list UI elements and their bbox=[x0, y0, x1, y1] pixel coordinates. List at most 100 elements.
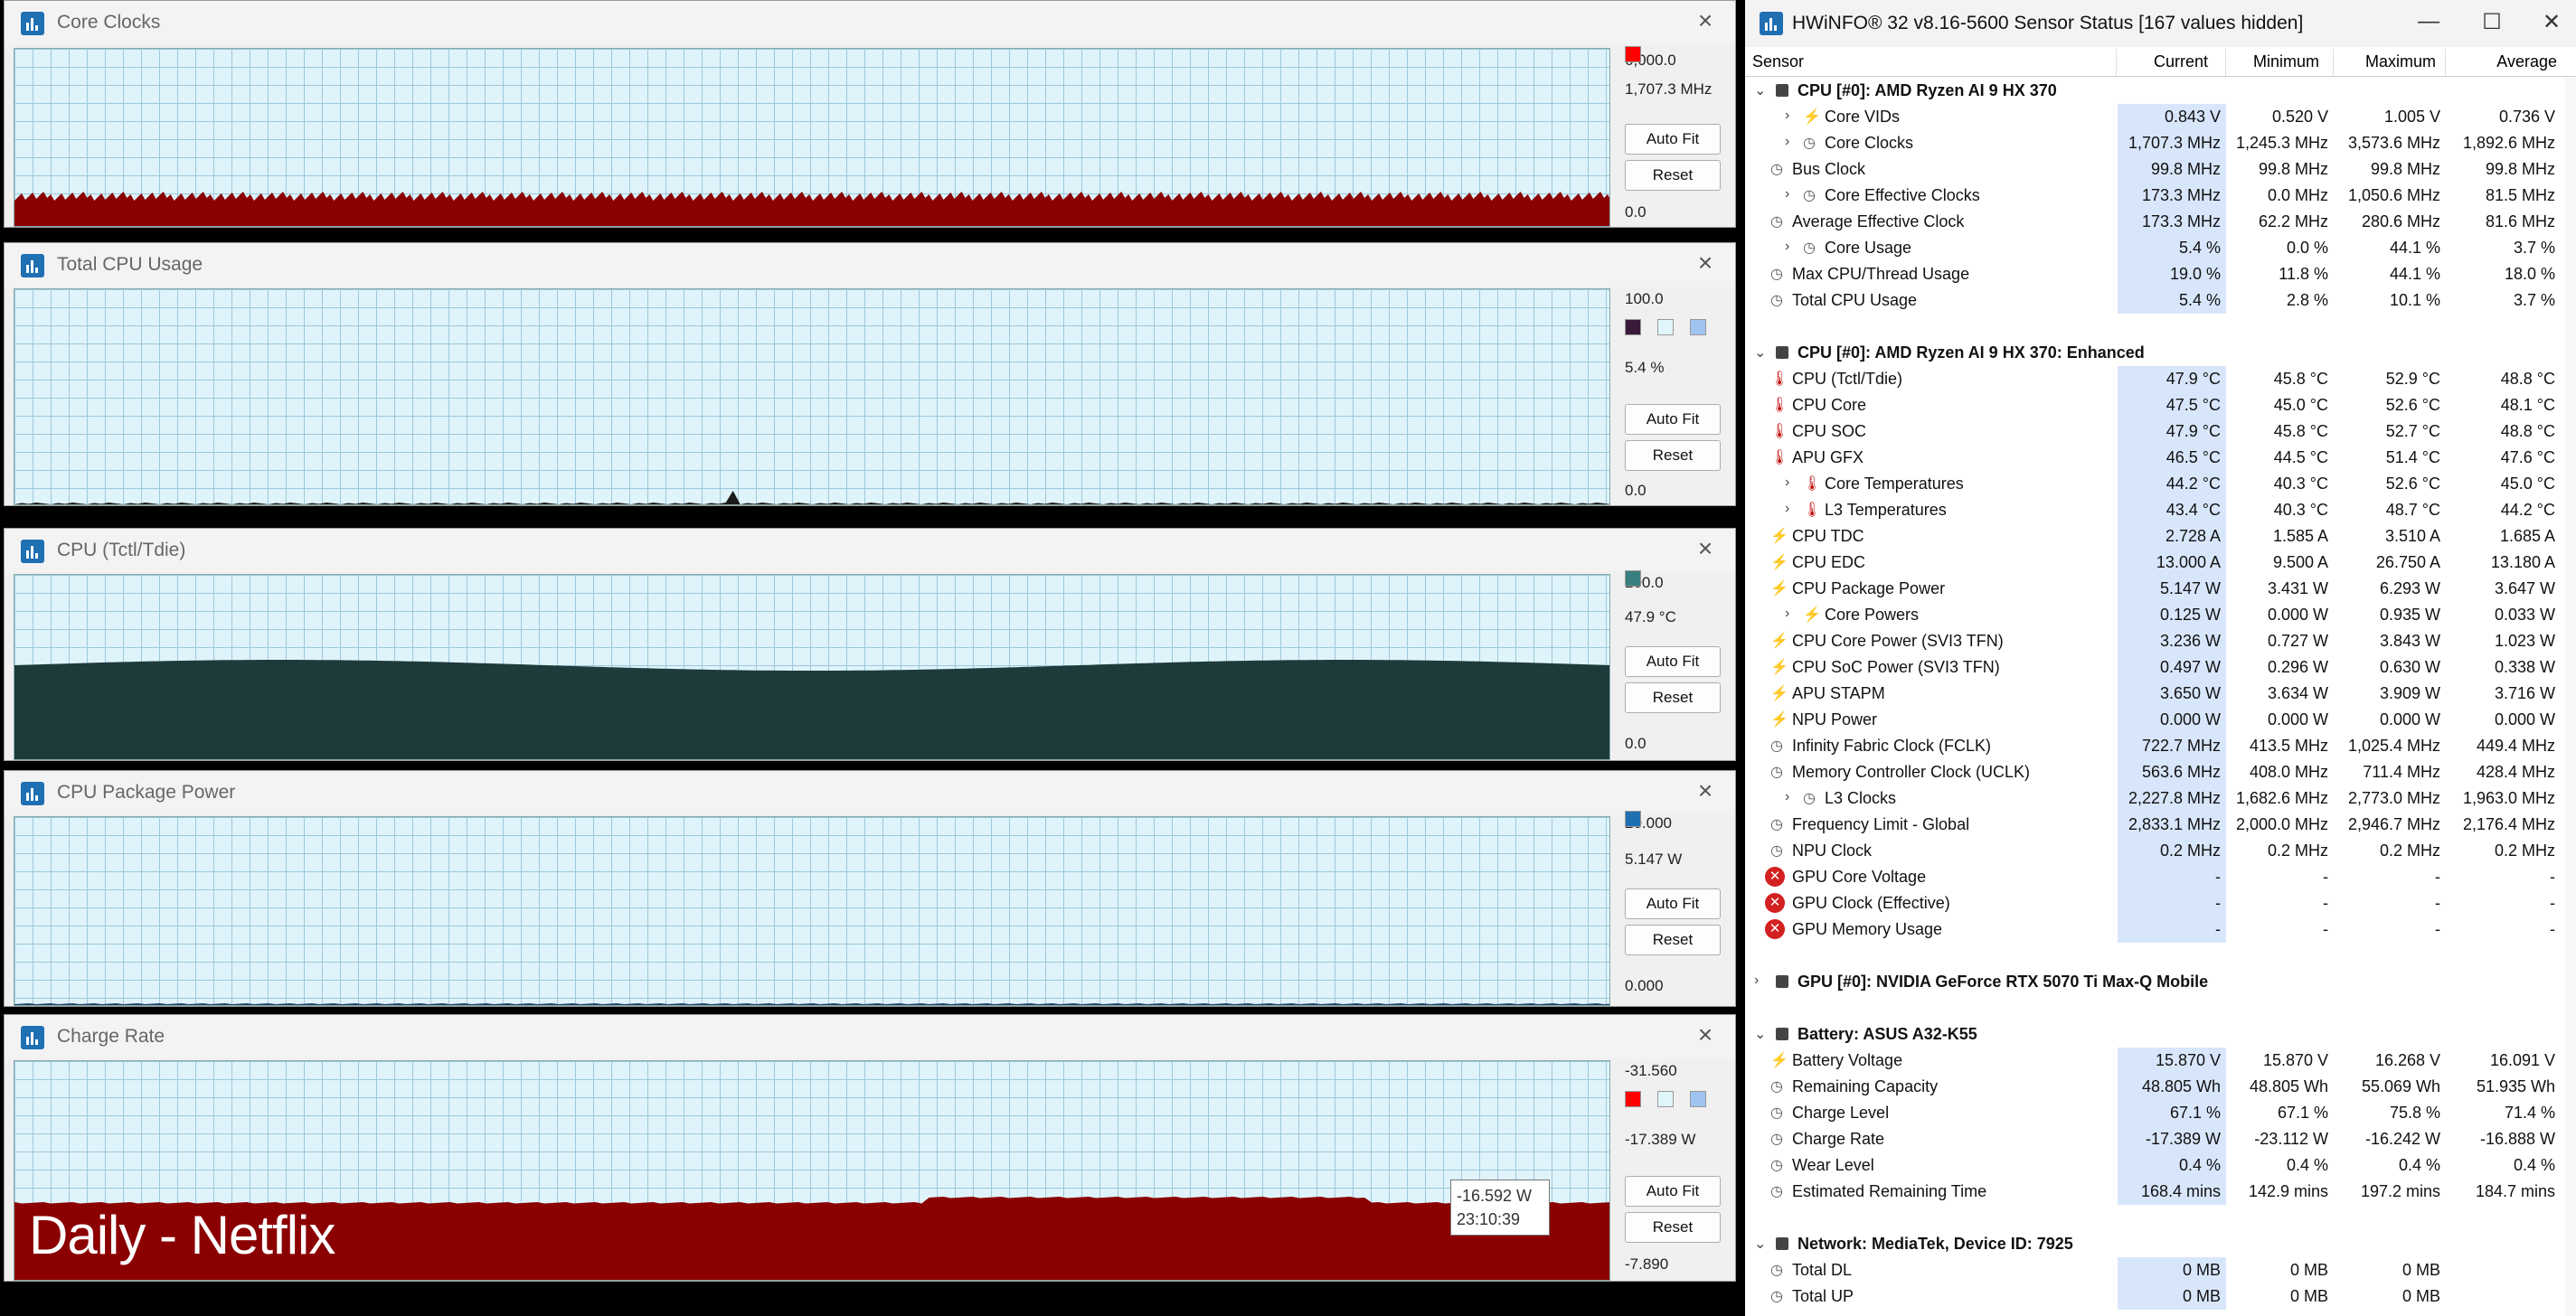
sensor-row[interactable]: › 🌡 L3 Temperatures 43.4 °C 40.3 °C 48.7 °C 44… bbox=[1745, 497, 2576, 523]
reset-button[interactable]: Reset bbox=[1625, 160, 1721, 191]
color-swatch[interactable] bbox=[1625, 811, 1641, 827]
sensor-row[interactable]: ⚡ Battery Voltage 15.870 V 15.870 V 16.268 V… bbox=[1745, 1048, 2576, 1074]
expand-chevron-icon[interactable]: › bbox=[1785, 789, 1790, 804]
sensor-row[interactable]: ⚡ APU STAPM 3.650 W 3.634 W 3.909 W 3.716 W bbox=[1745, 681, 2576, 707]
header-maximum[interactable]: Maximum bbox=[2364, 52, 2436, 70]
auto-fit-button[interactable]: Auto Fit bbox=[1625, 404, 1721, 435]
close-icon[interactable]: × bbox=[1697, 534, 1713, 562]
sensor-row[interactable]: › ◷ Core Effective Clocks 173.3 MHz 0.0 MHz 1… bbox=[1745, 183, 2576, 209]
sensor-row[interactable]: 🌡 CPU (Tctl/Tdie) 47.9 °C 45.8 °C 52.9 °C 48.… bbox=[1745, 366, 2576, 392]
sensor-row[interactable]: › ⚡ Core VIDs 0.843 V 0.520 V 1.005 V 0.736 V bbox=[1745, 104, 2576, 130]
sensor-row[interactable]: ◷ Max CPU/Thread Usage 19.0 % 11.8 % 44.1 % 1… bbox=[1745, 261, 2576, 287]
sensor-row[interactable]: ◷ Estimated Remaining Time 168.4 mins 142.9… bbox=[1745, 1179, 2576, 1205]
sensor-row[interactable]: ◷ Infinity Fabric Clock (FCLK) 722.7 MHz 41… bbox=[1745, 733, 2576, 759]
graph-plot-area[interactable] bbox=[14, 288, 1610, 505]
sensor-row[interactable]: ✕ GPU Core Voltage - - - - bbox=[1745, 864, 2576, 890]
sensor-current-value: 0 MB bbox=[2118, 1283, 2226, 1310]
auto-fit-button[interactable]: Auto Fit bbox=[1625, 646, 1721, 677]
expand-chevron-icon[interactable]: › bbox=[1785, 186, 1790, 202]
color-swatch[interactable] bbox=[1625, 1091, 1641, 1107]
vertical-scrollbar[interactable] bbox=[2565, 78, 2576, 1316]
sensor-row[interactable]: ◷ Charge Level 67.1 % 67.1 % 75.8 % 71.4 % bbox=[1745, 1100, 2576, 1126]
sensor-group[interactable]: ⌄ Network: MediaTek, Device ID: 7925 bbox=[1745, 1231, 2576, 1257]
sensor-max-value: 0.2 MHz bbox=[2379, 841, 2440, 860]
close-icon[interactable]: × bbox=[1697, 6, 1713, 34]
minimize-icon[interactable]: — bbox=[2418, 9, 2439, 33]
maximize-icon[interactable]: ☐ bbox=[2482, 10, 2502, 34]
collapse-chevron-icon[interactable]: ⌄ bbox=[1754, 1027, 1767, 1042]
clock-icon: ◷ bbox=[1770, 1158, 1783, 1173]
sensor-row[interactable]: ✕ GPU Memory Usage - - - - bbox=[1745, 916, 2576, 943]
auto-fit-button[interactable]: Auto Fit bbox=[1625, 124, 1721, 155]
sensor-row[interactable]: › 🌡 Core Temperatures 44.2 °C 40.3 °C 52.6 °C… bbox=[1745, 471, 2576, 497]
sensor-min-value: 1.585 A bbox=[2272, 527, 2328, 545]
collapse-chevron-icon[interactable]: ⌄ bbox=[1754, 345, 1767, 361]
close-icon[interactable]: × bbox=[1697, 776, 1713, 804]
sensor-row[interactable]: ◷ Total UP 0 MB 0 MB 0 MB bbox=[1745, 1283, 2576, 1310]
sensor-group[interactable]: ⌄ CPU [#0]: AMD Ryzen AI 9 HX 370 bbox=[1745, 78, 2576, 104]
sensor-row[interactable]: ◷ NPU Clock 0.2 MHz 0.2 MHz 0.2 MHz 0.2 MHz bbox=[1745, 838, 2576, 864]
expand-chevron-icon[interactable]: › bbox=[1785, 239, 1790, 254]
expand-chevron-icon[interactable]: › bbox=[1754, 973, 1760, 988]
color-swatch[interactable] bbox=[1625, 319, 1641, 335]
sensor-group[interactable]: ⌄ CPU [#0]: AMD Ryzen AI 9 HX 370: Enhanc… bbox=[1745, 340, 2576, 366]
expand-chevron-icon[interactable]: › bbox=[1785, 134, 1790, 149]
sensor-row[interactable]: 🌡 APU GFX 46.5 °C 44.5 °C 51.4 °C 47.6 °C bbox=[1745, 445, 2576, 471]
reset-button[interactable]: Reset bbox=[1625, 440, 1721, 471]
reset-button[interactable]: Reset bbox=[1625, 1212, 1721, 1243]
graph-plot-area[interactable] bbox=[14, 48, 1610, 227]
close-icon[interactable]: × bbox=[1697, 1020, 1713, 1048]
expand-chevron-icon[interactable]: › bbox=[1785, 606, 1790, 621]
collapse-chevron-icon[interactable]: ⌄ bbox=[1754, 83, 1767, 99]
sensor-row[interactable]: ⚡ CPU Package Power 5.147 W 3.431 W 6.293 W 3… bbox=[1745, 576, 2576, 602]
sensor-row[interactable]: › ◷ Core Usage 5.4 % 0.0 % 44.1 % 3.7 % bbox=[1745, 235, 2576, 261]
expand-chevron-icon[interactable]: › bbox=[1785, 108, 1790, 123]
header-current[interactable]: Current bbox=[2153, 52, 2208, 70]
sensor-row[interactable]: ◷ Bus Clock 99.8 MHz 99.8 MHz 99.8 MHz 99.8 M… bbox=[1745, 156, 2576, 183]
sensor-group[interactable]: ⌄ Battery: ASUS A32-K55 bbox=[1745, 1021, 2576, 1048]
sensor-row[interactable]: ◷ Total DL 0 MB 0 MB 0 MB bbox=[1745, 1257, 2576, 1283]
close-icon[interactable]: × bbox=[1697, 249, 1713, 277]
color-swatch[interactable] bbox=[1657, 319, 1674, 335]
header-sensor[interactable]: Sensor bbox=[1752, 52, 1805, 70]
expand-chevron-icon[interactable]: › bbox=[1785, 501, 1790, 516]
sensor-row[interactable]: 🌡 CPU Core 47.5 °C 45.0 °C 52.6 °C 48.1 °C bbox=[1745, 392, 2576, 418]
sensor-row[interactable]: ◷ Charge Rate -17.389 W -23.112 W -16.242 W -… bbox=[1745, 1126, 2576, 1152]
thermometer-icon: 🌡 bbox=[1803, 503, 1822, 518]
sensor-row[interactable]: ⚡ CPU EDC 13.000 A 9.500 A 26.750 A 13.180 A bbox=[1745, 550, 2576, 576]
clock-icon: ◷ bbox=[1770, 267, 1783, 282]
color-swatch[interactable] bbox=[1690, 319, 1706, 335]
color-swatch[interactable] bbox=[1625, 46, 1641, 62]
sensor-row[interactable]: › ⚡ Core Powers 0.125 W 0.000 W 0.935 W 0.033 … bbox=[1745, 602, 2576, 628]
sensor-row[interactable]: ◷ Frequency Limit - Global 2,833.1 MHz 2,00… bbox=[1745, 812, 2576, 838]
sensor-row[interactable]: ✕ GPU Clock (Effective) - - - - bbox=[1745, 890, 2576, 916]
reset-button[interactable]: Reset bbox=[1625, 925, 1721, 955]
close-icon[interactable]: ✕ bbox=[2542, 10, 2562, 34]
graph-plot-area[interactable] bbox=[14, 574, 1610, 760]
sensor-row[interactable]: ⚡ CPU TDC 2.728 A 1.585 A 3.510 A 1.685 A bbox=[1745, 523, 2576, 550]
sensor-row[interactable]: ◷ Average Effective Clock 173.3 MHz 62.2 MH… bbox=[1745, 209, 2576, 235]
auto-fit-button[interactable]: Auto Fit bbox=[1625, 1176, 1721, 1207]
expand-chevron-icon[interactable]: › bbox=[1785, 475, 1790, 490]
sensor-row[interactable]: ⚡ CPU SoC Power (SVI3 TFN) 0.497 W 0.296 W 0… bbox=[1745, 654, 2576, 681]
sensor-row[interactable]: ⚡ NPU Power 0.000 W 0.000 W 0.000 W 0.000 W bbox=[1745, 707, 2576, 733]
color-swatch[interactable] bbox=[1625, 570, 1641, 587]
header-minimum[interactable]: Minimum bbox=[2252, 52, 2319, 70]
auto-fit-button[interactable]: Auto Fit bbox=[1625, 888, 1721, 919]
color-swatch[interactable] bbox=[1690, 1091, 1706, 1107]
sensor-row[interactable]: ◷ Total CPU Usage 5.4 % 2.8 % 10.1 % 3.7 % bbox=[1745, 287, 2576, 314]
sensor-row[interactable]: 🌡 CPU SOC 47.9 °C 45.8 °C 52.7 °C 48.8 °C bbox=[1745, 418, 2576, 445]
sensor-row[interactable]: ◷ Remaining Capacity 48.805 Wh 48.805 Wh 55.… bbox=[1745, 1074, 2576, 1100]
sensor-row[interactable]: › ◷ Core Clocks 1,707.3 MHz 1,245.3 MHz 3,573… bbox=[1745, 130, 2576, 156]
sensor-row[interactable]: ◷ Wear Level 0.4 % 0.4 % 0.4 % 0.4 % bbox=[1745, 1152, 2576, 1179]
graph-plot-area[interactable] bbox=[14, 816, 1610, 1006]
sensor-group[interactable]: › GPU [#0]: NVIDIA GeForce RTX 5070 Ti Ma… bbox=[1745, 969, 2576, 995]
color-swatch[interactable] bbox=[1657, 1091, 1674, 1107]
reset-button[interactable]: Reset bbox=[1625, 682, 1721, 713]
graph-plot-area[interactable] bbox=[14, 1060, 1610, 1281]
sensor-row[interactable]: ◷ Memory Controller Clock (UCLK) 563.6 MHz… bbox=[1745, 759, 2576, 785]
sensor-row[interactable]: › ◷ L3 Clocks 2,227.8 MHz 1,682.6 MHz 2,773.0… bbox=[1745, 785, 2576, 812]
collapse-chevron-icon[interactable]: ⌄ bbox=[1754, 1236, 1767, 1252]
sensor-row[interactable]: ⚡ CPU Core Power (SVI3 TFN) 3.236 W 0.727 W… bbox=[1745, 628, 2576, 654]
header-average[interactable]: Average bbox=[2496, 52, 2557, 70]
